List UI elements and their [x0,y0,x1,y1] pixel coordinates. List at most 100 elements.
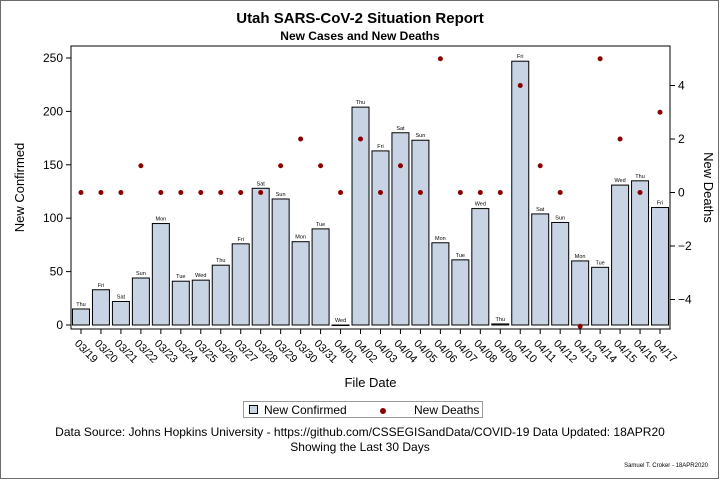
bar-weekday-label: Sun [555,215,565,221]
death-point [417,190,423,195]
bar-weekday-label: Mon [155,217,166,223]
bar-weekday-label: Thu [76,302,85,308]
y-axis-label: New Confirmed [12,143,27,233]
death-point [497,190,503,195]
bar-weekday-label: Tue [456,253,465,259]
death-point [477,190,483,195]
bar [411,139,430,326]
bar-weekday-label: Fri [98,283,104,289]
bar [651,207,670,326]
death-point [617,136,623,142]
y2-tick-label: −4 [678,293,692,307]
bar [571,260,590,326]
bar [471,208,490,326]
plot-area [70,45,671,330]
bar-weekday-label: Sun [416,133,426,139]
bar-weekday-label: Mon [435,236,446,242]
death-point [278,163,284,169]
y2-tick-label: 2 [678,132,685,146]
chart-subtitle: New Cases and New Deaths [280,29,440,43]
bar [631,180,650,326]
chart-plot: 0 50 100 150 200 250 −4 −2 0 2 4 New Confirmed New D… [12,45,716,390]
legend-deaths-marker [380,408,386,414]
bar-weekday-label: Thu [216,258,225,264]
bar-weekday-label: Fri [657,201,663,207]
bar [431,242,450,326]
death-point [298,136,304,142]
bar-weekday-label: Sat [396,126,405,132]
bar [491,323,510,326]
bar-weekday-label: Sun [276,192,286,198]
bar [151,223,170,326]
death-point [118,190,124,195]
death-point [657,109,663,115]
bar-weekday-label: Thu [496,317,505,323]
death-point [517,83,523,88]
chart-title: Utah SARS-CoV-2 Situation Report [236,10,484,27]
death-point [577,323,583,329]
bar-weekday-label: Mon [295,235,306,241]
bar [611,184,630,326]
bar [91,289,110,326]
death-point [218,190,224,195]
bar-weekday-label: Wed [195,273,206,279]
death-point [158,190,164,195]
author-credit: Samuel T. Croker - 18APR2020 [624,463,708,469]
bar [231,243,250,326]
bar-weekday-label: Fri [377,144,383,150]
data-source-footnote: Data Source: Johns Hopkins University - … [55,425,665,439]
y-tick-label: 100 [43,211,63,225]
death-point [98,190,104,195]
death-point [557,190,563,195]
bar-weekday-label: Sun [136,271,146,277]
bar [131,277,150,326]
bar [71,308,90,326]
y2-tick-label: −2 [678,239,692,253]
legend-deaths-label: New Deaths [414,403,480,417]
y2-tick-label: 4 [678,79,685,93]
x-tick-label: 04/17 [651,338,679,366]
y-tick-label: 0 [56,318,63,332]
death-point [138,163,144,169]
bar [251,187,270,326]
bar [591,266,610,326]
bar-weekday-label: Thu [635,174,644,180]
bar [331,324,350,326]
death-point [78,190,84,195]
legend-confirmed-swatch [249,405,258,414]
legend-confirmed-label: New Confirmed [264,403,347,417]
death-point [597,56,603,62]
bar-weekday-label: Thu [356,100,365,106]
death-point [437,56,443,62]
range-footnote: Showing the Last 30 Days [290,440,430,454]
bar [531,213,550,326]
death-point [338,190,344,195]
bar [191,279,210,326]
bar-weekday-label: Tue [595,260,604,266]
bar [311,228,330,326]
bar-weekday-label: Wed [335,318,346,324]
bar [511,60,530,326]
death-point [358,136,364,142]
bar-weekday-label: Wed [614,178,625,184]
legend: New Confirmed New Deaths [243,401,483,418]
death-point [537,163,543,169]
bar-weekday-label: Fri [238,237,244,243]
bar [291,241,310,326]
death-point [397,163,403,169]
death-point [238,190,244,195]
bar [351,106,370,326]
bar-weekday-label: Sat [536,207,545,213]
death-point [457,190,463,195]
bar-weekday-label: Wed [475,202,486,208]
x-axis-label: File Date [344,375,396,390]
y2-axis-label: New Deaths [701,152,716,223]
bar [451,259,470,326]
bar [211,264,230,326]
bar-weekday-label: Tue [176,274,185,280]
bar-weekday-label: Sat [117,295,126,301]
bar [551,221,570,326]
bar-weekday-label: Sat [257,181,266,187]
y2-tick-label: 0 [678,186,685,200]
